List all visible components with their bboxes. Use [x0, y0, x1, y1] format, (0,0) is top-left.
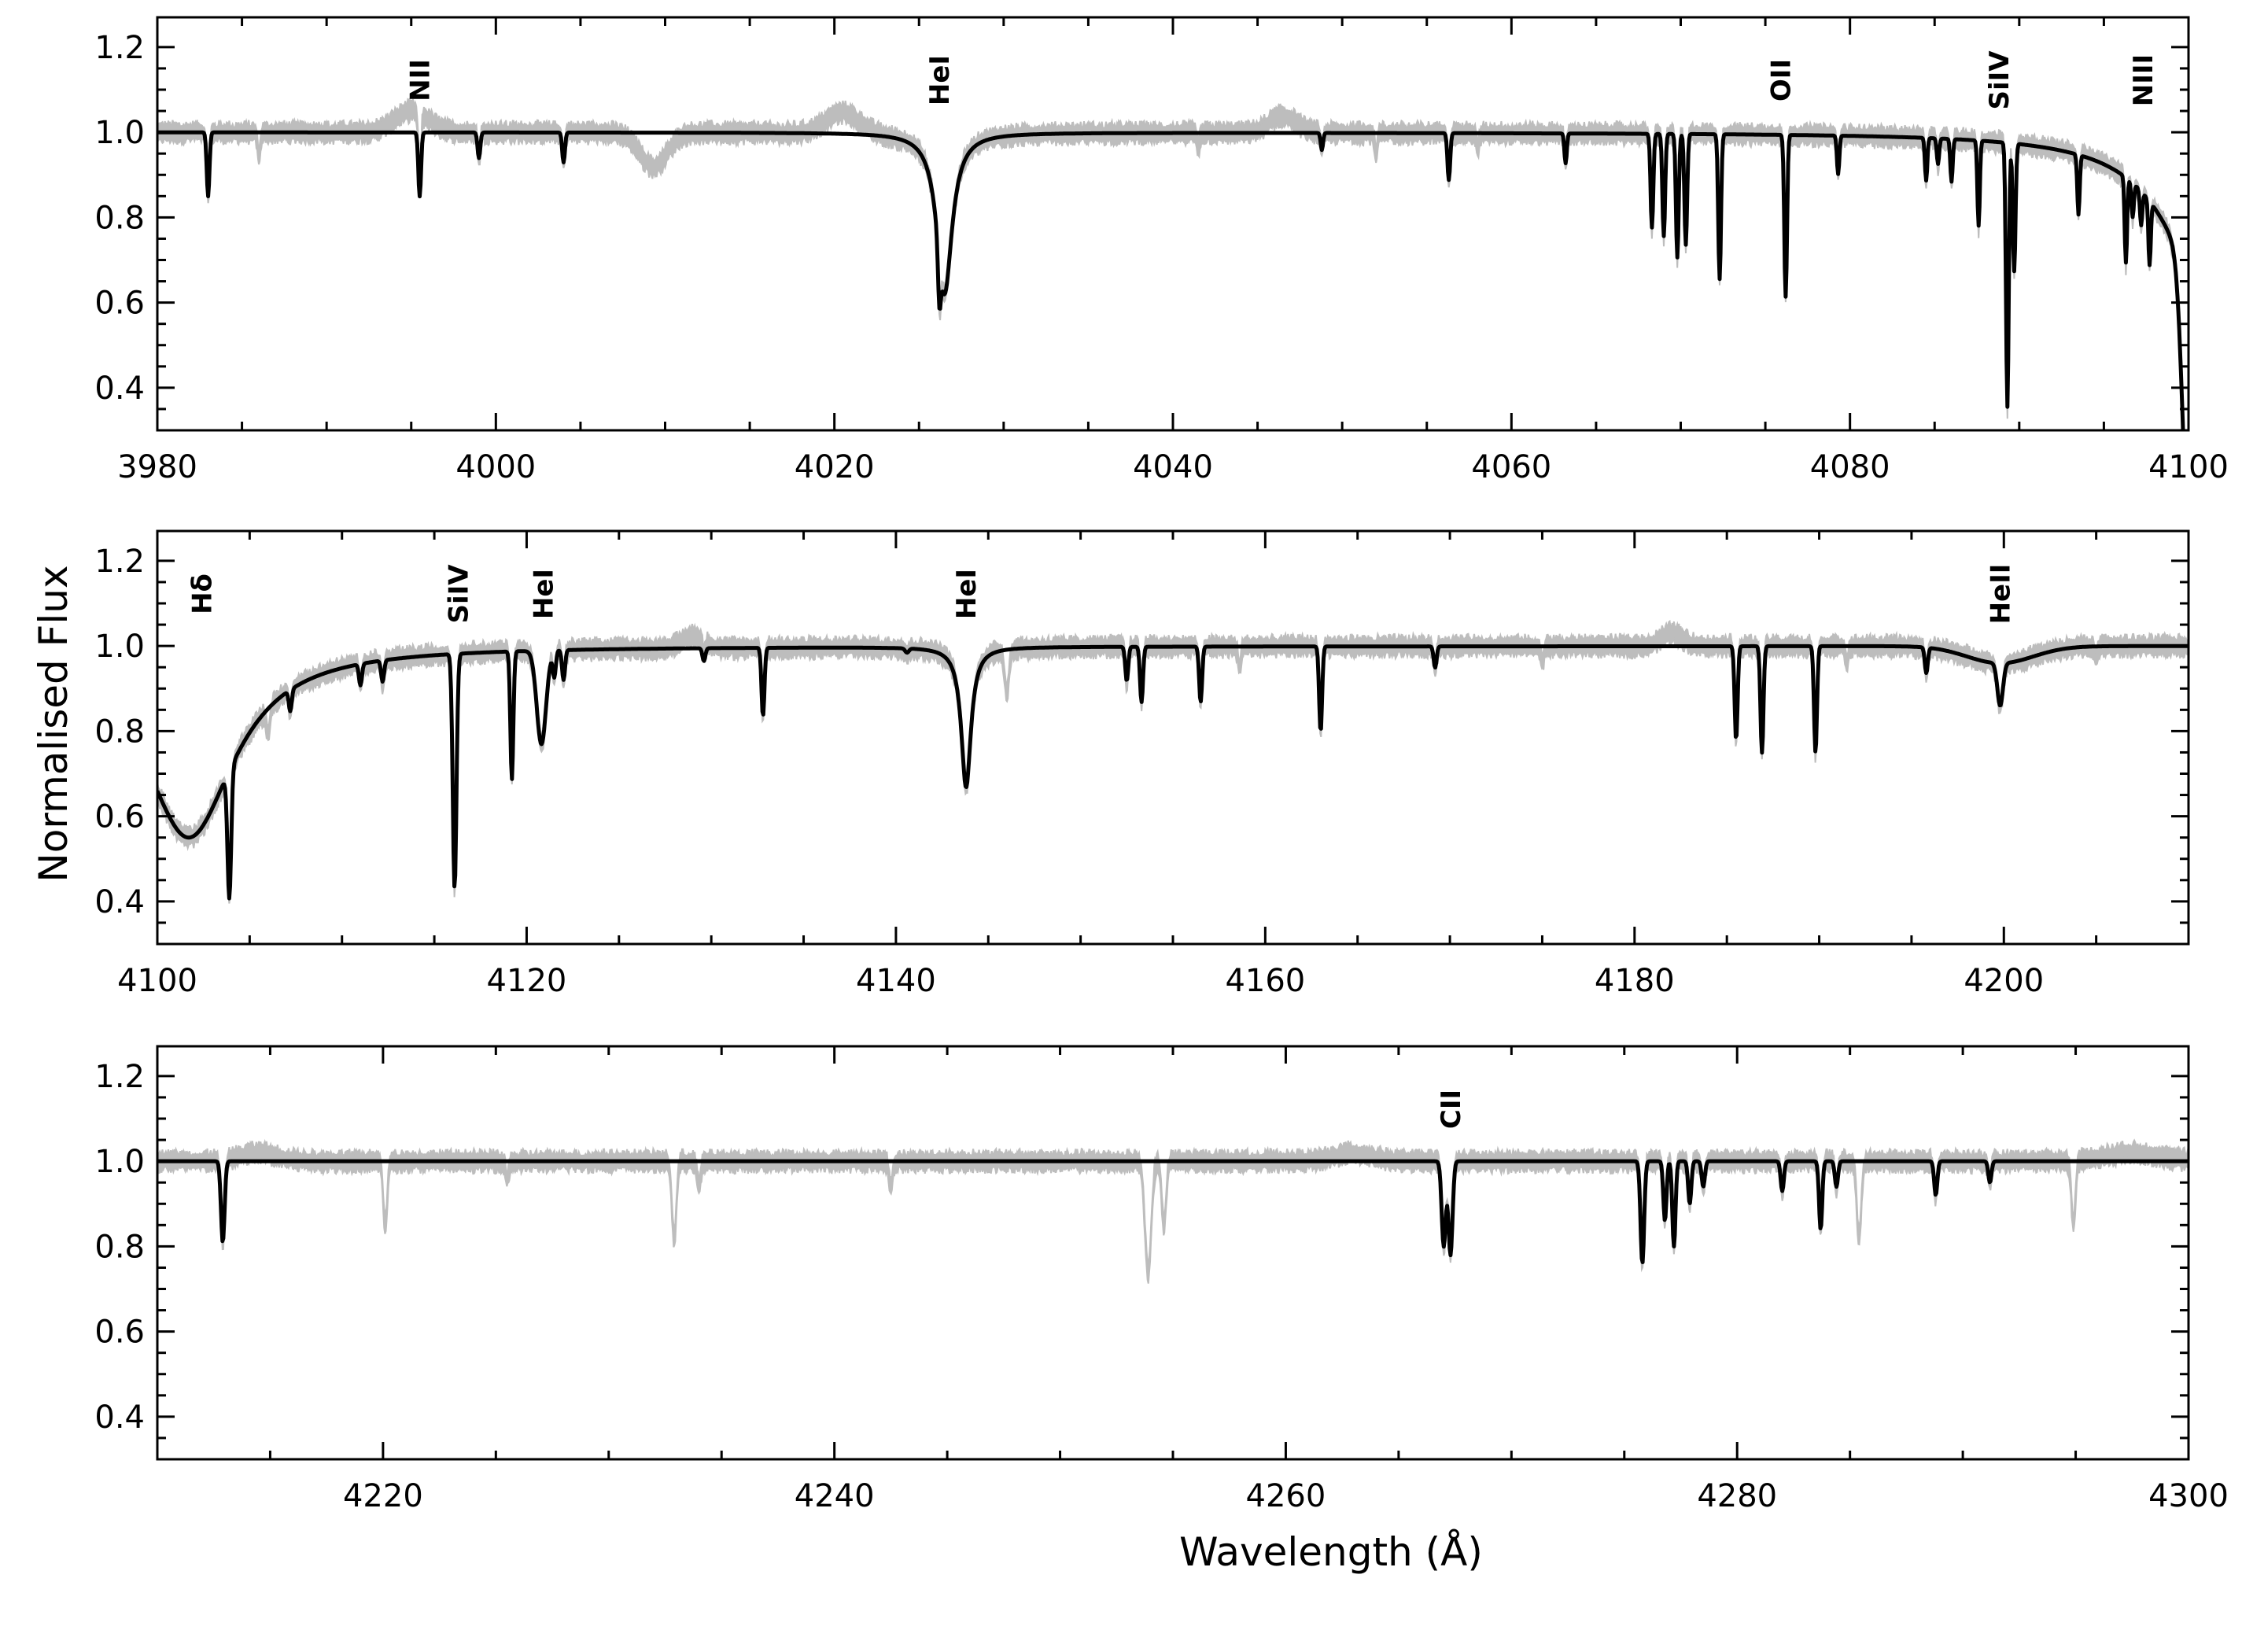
- plot-area: [157, 98, 2185, 430]
- line-id-label: CII: [1436, 1090, 1467, 1129]
- model-spectrum: [157, 643, 2189, 901]
- y-tick-label: 1.0: [94, 1144, 145, 1180]
- line-id-label: HeI: [924, 55, 956, 105]
- y-tick-label: 0.8: [94, 714, 145, 750]
- y-tick-label: 1.2: [94, 544, 145, 580]
- y-tick-label: 1.0: [94, 629, 145, 665]
- x-tick-label: 4200: [1964, 963, 2044, 999]
- x-tick-label: 4260: [1246, 1478, 1326, 1514]
- x-tick-label: 4060: [1471, 449, 1551, 485]
- x-tick-label: 4240: [795, 1478, 875, 1514]
- x-tick-label: 4100: [117, 963, 197, 999]
- x-tick-label: 4040: [1133, 449, 1213, 485]
- line-id-label: Hδ: [186, 573, 218, 614]
- panel-frame: [156, 16, 2190, 432]
- plot-area: [157, 619, 2189, 904]
- panel-frame: [156, 1045, 2190, 1461]
- x-tick-label: 4100: [2148, 449, 2229, 485]
- y-tick-label: 0.6: [94, 1315, 145, 1351]
- line-id-label: OII: [1765, 59, 1797, 101]
- panel-1: 3980 4000 4020 4040 4060 4080 4100 0.4 0.6 0.8 1.0…: [94, 16, 2229, 485]
- model-spectrum: [157, 130, 2185, 430]
- model-spectrum: [157, 1159, 2189, 1264]
- x-tick-label: 4080: [1810, 449, 1890, 485]
- y-tick-label: 0.6: [94, 286, 145, 322]
- y-tick-label: 0.8: [94, 1229, 145, 1265]
- y-axis-label: Normalised Flux: [31, 565, 76, 882]
- line-id-label: NIII: [2128, 54, 2159, 106]
- y-tick-label: 0.4: [94, 884, 145, 920]
- x-tick-label: 4280: [1697, 1478, 1777, 1514]
- axes: 4220 4240 4260 4280 4300 0.4 0.6 0.8 1.0 1.2: [94, 1046, 2229, 1514]
- panel-2: 4100 4120 4140 4160 4180 4200 0.4 0.6 0.8 1.0 1.2 H…: [94, 529, 2190, 999]
- y-tick-label: 1.0: [94, 115, 145, 151]
- x-tick-label: 4140: [856, 963, 936, 999]
- axes: 4100 4120 4140 4160 4180 4200 0.4 0.6 0.8 1.0 1.2: [94, 531, 2190, 999]
- x-tick-label: 4000: [455, 449, 536, 485]
- panel-3: 4220 4240 4260 4280 4300 0.4 0.6 0.8 1.0 1.2 CII: [94, 1045, 2229, 1514]
- line-id-label: HeI: [529, 569, 560, 619]
- line-id-label: NII: [405, 59, 437, 101]
- y-tick-label: 0.6: [94, 799, 145, 835]
- axes: 3980 4000 4020 4040 4060 4080 4100 0.4 0.6 0.8 1.0…: [94, 17, 2229, 485]
- y-tick-label: 1.2: [94, 1059, 145, 1095]
- x-tick-label: 4120: [487, 963, 567, 999]
- line-id-label: SiIV: [444, 564, 475, 624]
- plot-area: [157, 1138, 2189, 1284]
- y-tick-label: 0.4: [94, 1399, 145, 1436]
- x-tick-label: 4300: [2148, 1478, 2229, 1514]
- x-tick-label: 3980: [117, 449, 197, 485]
- panels: 3980 4000 4020 4040 4060 4080 4100 0.4 0.6 0.8 1.0…: [94, 16, 2229, 1514]
- observed-spectrum: [157, 619, 2189, 904]
- line-id-label: SiIV: [1984, 50, 2015, 110]
- y-tick-label: 0.8: [94, 200, 145, 236]
- x-tick-label: 4220: [343, 1478, 423, 1514]
- x-axis-label: Wavelength (Å): [1179, 1529, 1483, 1575]
- x-tick-label: 4020: [795, 449, 875, 485]
- observed-spectrum: [157, 1138, 2189, 1284]
- y-tick-label: 0.4: [94, 371, 145, 407]
- line-id-label: HeII: [1986, 564, 2017, 625]
- y-tick-label: 1.2: [94, 30, 145, 66]
- x-tick-label: 4180: [1595, 963, 1675, 999]
- x-tick-label: 4160: [1225, 963, 1305, 999]
- line-id-label: HeI: [951, 569, 983, 619]
